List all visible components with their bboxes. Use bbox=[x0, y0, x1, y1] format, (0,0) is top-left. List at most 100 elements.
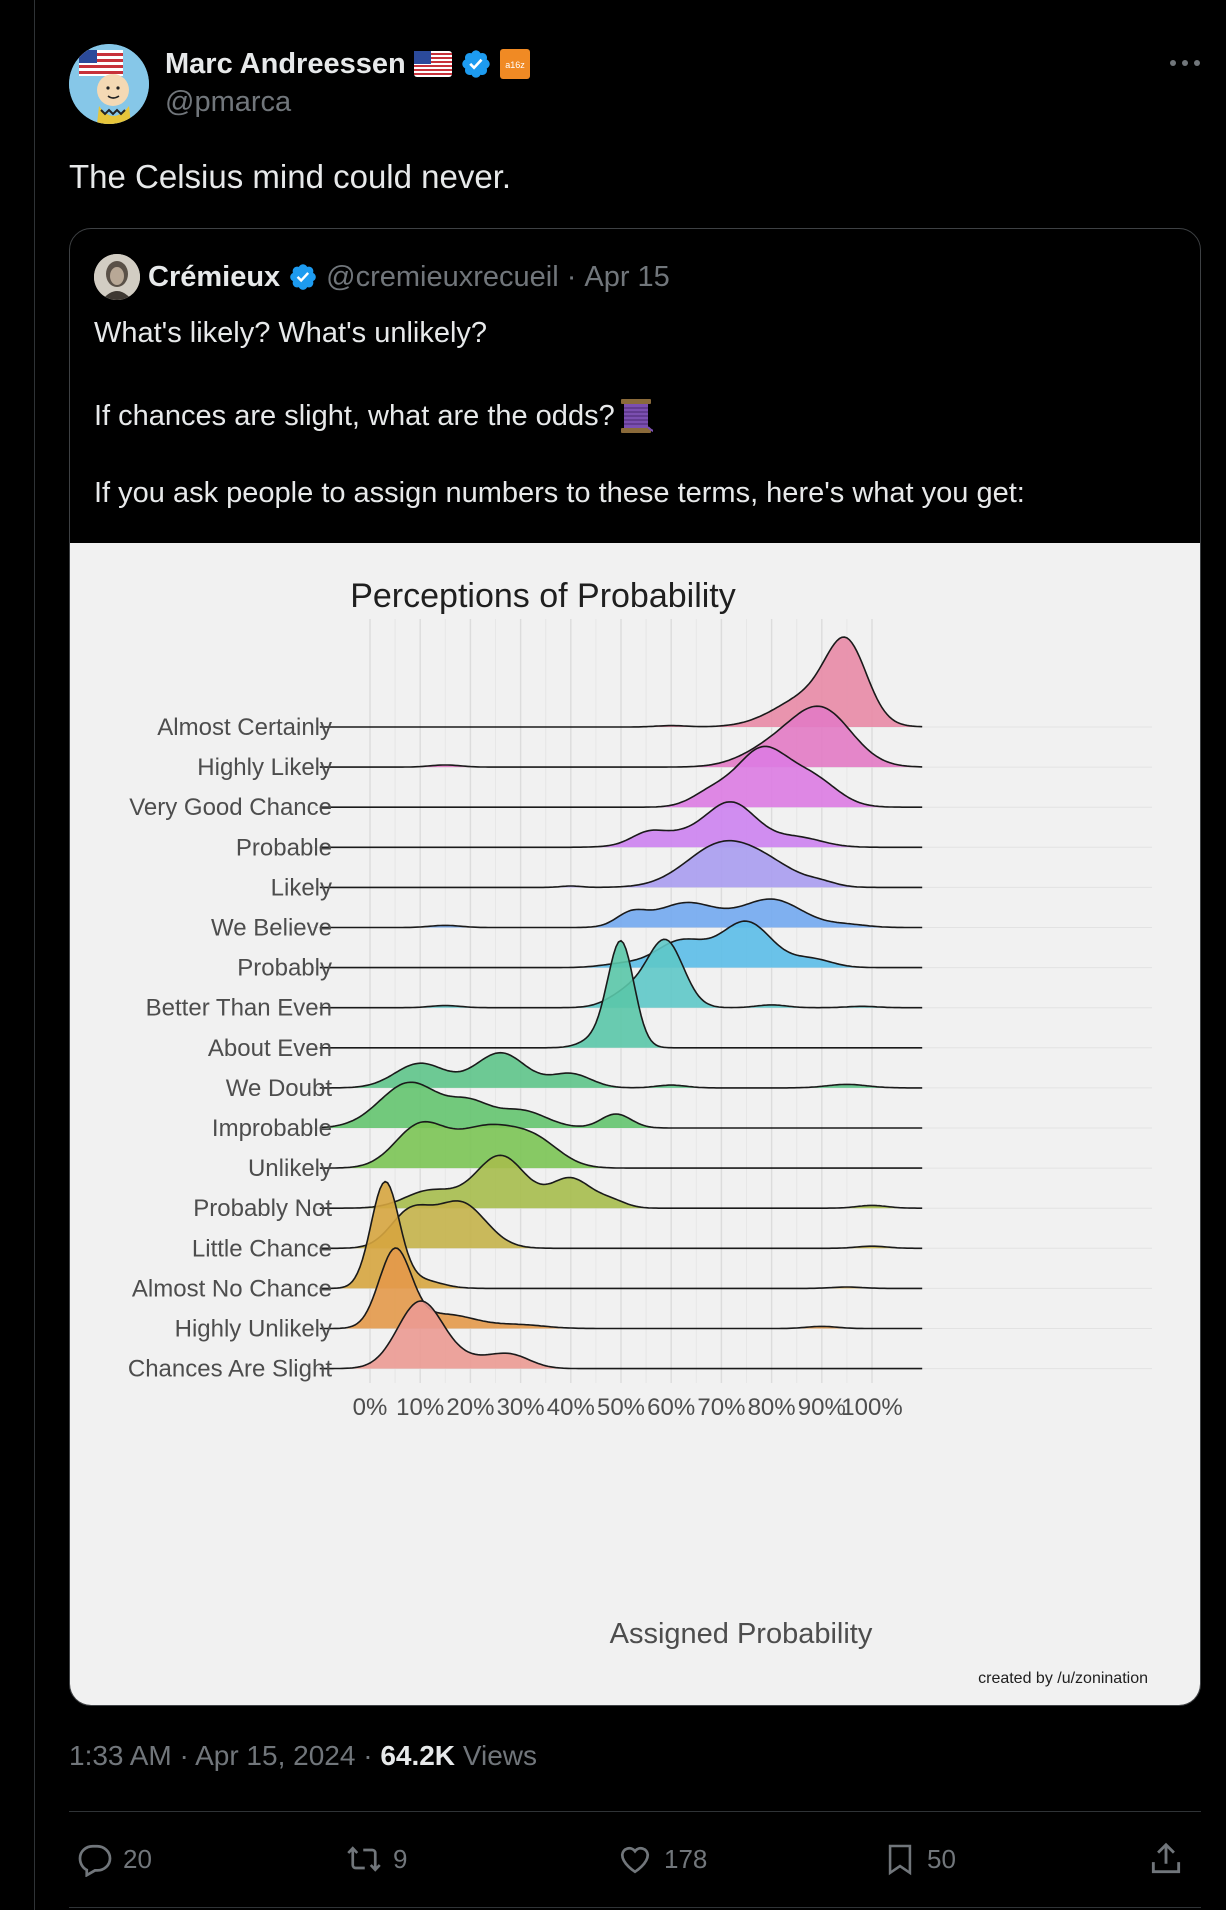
x-tick-label: 60% bbox=[647, 1394, 695, 1421]
x-tick-label: 100% bbox=[841, 1394, 902, 1421]
chart-image[interactable]: Almost Certainly Highly Likely Very Good C… bbox=[70, 543, 1200, 1705]
x-tick-label: 30% bbox=[497, 1394, 545, 1421]
ridge-area bbox=[319, 1248, 923, 1329]
repost-icon bbox=[347, 1846, 381, 1872]
y-axis-label: Chances Are Slight bbox=[128, 1356, 332, 1383]
divider-top bbox=[69, 1811, 1201, 1812]
ridge-outline bbox=[319, 1120, 923, 1169]
quoted-text-line-3: If you ask people to assign numbers to t… bbox=[94, 477, 1025, 509]
timeline-border bbox=[34, 0, 35, 1910]
ridge-area bbox=[319, 746, 923, 808]
more-options-icon[interactable] bbox=[1165, 48, 1205, 78]
ridge-area bbox=[319, 801, 923, 848]
ridge-outline bbox=[319, 898, 923, 929]
quoted-avatar-portrait bbox=[94, 254, 140, 300]
chart-title: Perceptions of Probability bbox=[350, 577, 736, 615]
chart-grid bbox=[310, 619, 1152, 1383]
quoted-author-avatar[interactable] bbox=[94, 254, 140, 300]
bookmark-count: 50 bbox=[927, 1843, 956, 1874]
ridge-area bbox=[319, 1121, 923, 1169]
x-tick-label: 40% bbox=[547, 1394, 595, 1421]
ridge-outline bbox=[319, 1300, 923, 1370]
chart-x-axis-label: Assigned Probability bbox=[610, 1618, 873, 1650]
a16z-badge-icon[interactable]: a16z bbox=[499, 49, 530, 79]
quoted-tweet[interactable]: Crémieux @cremieuxrecueil · Apr 15 What'… bbox=[69, 228, 1201, 1706]
views-label: Views bbox=[462, 1740, 537, 1771]
us-flag-icon bbox=[413, 51, 452, 77]
divider-bottom bbox=[69, 1907, 1201, 1908]
x-tick-label: 90% bbox=[798, 1394, 846, 1421]
svg-text:a16z: a16z bbox=[505, 60, 525, 70]
ridge-outline bbox=[319, 839, 923, 889]
chart-y-labels: Almost Certainly Highly Likely Very Good C… bbox=[128, 714, 332, 1383]
author-handle[interactable]: @pmarca bbox=[165, 86, 292, 118]
ridge-outline bbox=[319, 636, 923, 728]
ridge-area bbox=[319, 1301, 923, 1369]
ridge-area bbox=[319, 921, 923, 968]
ridge-outline bbox=[319, 705, 923, 768]
ridge-area bbox=[319, 840, 923, 888]
bookmark-button[interactable]: 50 bbox=[883, 1832, 956, 1886]
y-axis-label: Likely bbox=[271, 874, 332, 901]
quoted-text-line-1: What's likely? What's unlikely? bbox=[94, 317, 488, 349]
author-avatar[interactable] bbox=[69, 44, 149, 124]
x-tick-label: 70% bbox=[697, 1394, 745, 1421]
y-axis-label: We Believe bbox=[211, 915, 332, 942]
bookmark-icon bbox=[888, 1844, 912, 1876]
quoted-author-handle[interactable]: @cremieuxrecueil bbox=[326, 260, 559, 293]
y-axis-label: Probably bbox=[237, 955, 332, 982]
share-icon bbox=[1151, 1842, 1181, 1874]
ridge-outline bbox=[319, 1154, 923, 1209]
quoted-text-line-2-row: If chances are slight, what are the odds… bbox=[94, 397, 653, 435]
y-axis-label: Unlikely bbox=[248, 1155, 332, 1182]
y-axis-label: Highly Likely bbox=[197, 754, 332, 781]
author-name-row: Marc Andreessen a16z bbox=[165, 46, 530, 82]
ridge-outline bbox=[319, 1051, 923, 1089]
tweet-actions: 20 9 178 50 bbox=[69, 1832, 1201, 1886]
ridge-area bbox=[319, 1200, 923, 1249]
quoted-date[interactable]: Apr 15 bbox=[584, 260, 670, 293]
chart-x-ticks: 0% 10% 20% 30% 40% 50% 60% 70% 80% 90%100% bbox=[353, 1394, 903, 1421]
ridge-area bbox=[319, 1155, 923, 1209]
author-name[interactable]: Marc Andreessen bbox=[165, 47, 406, 80]
verified-badge-icon[interactable] bbox=[460, 48, 492, 80]
y-axis-label: Highly Unlikely bbox=[175, 1316, 332, 1343]
ridge-area bbox=[319, 1082, 923, 1128]
reply-count: 20 bbox=[123, 1843, 152, 1874]
x-tick-label: 10% bbox=[396, 1394, 444, 1421]
like-count: 178 bbox=[664, 1843, 708, 1874]
tweet-meta: 1:33 AM · Apr 15, 2024 · 64.2K Views bbox=[69, 1740, 537, 1772]
x-tick-label: 20% bbox=[446, 1394, 494, 1421]
reply-button[interactable]: 20 bbox=[77, 1832, 152, 1886]
chart-ridges bbox=[319, 636, 923, 1370]
views-count: 64.2K bbox=[380, 1740, 456, 1771]
share-button[interactable] bbox=[1147, 1832, 1185, 1886]
y-axis-label: Very Good Chance bbox=[129, 794, 332, 821]
y-axis-label: Better Than Even bbox=[146, 995, 332, 1022]
x-tick-label: 80% bbox=[748, 1394, 796, 1421]
tweet-text: The Celsius mind could never. bbox=[69, 158, 512, 195]
y-axis-label: Little Chance bbox=[192, 1235, 332, 1262]
y-axis-label: We Doubt bbox=[226, 1075, 333, 1102]
repost-button[interactable]: 9 bbox=[345, 1832, 407, 1886]
ridge-area bbox=[319, 899, 923, 928]
ridge-outline bbox=[319, 1081, 923, 1129]
y-axis-label: Probably Not bbox=[193, 1195, 332, 1222]
y-axis-label: Almost Certainly bbox=[157, 714, 332, 741]
thread-spool-emoji-icon bbox=[620, 399, 653, 433]
quoted-author-name[interactable]: Crémieux bbox=[148, 260, 281, 293]
quoted-meta-separator: · bbox=[566, 260, 577, 293]
y-axis-label: Probable bbox=[236, 834, 332, 861]
like-button[interactable]: 178 bbox=[616, 1832, 707, 1886]
x-tick-label: 0% bbox=[353, 1394, 388, 1421]
ridge-area bbox=[319, 1052, 923, 1088]
quoted-verified-badge-icon[interactable] bbox=[288, 262, 318, 292]
ridge-area bbox=[319, 637, 923, 727]
tweet: Marc Andreessen a16z @pmarca The Celsius… bbox=[69, 0, 1201, 1910]
heart-icon bbox=[620, 1846, 650, 1874]
repost-count: 9 bbox=[393, 1843, 408, 1874]
ridge-outline bbox=[319, 801, 923, 849]
tweet-timestamp[interactable]: 1:33 AM · Apr 15, 2024 bbox=[69, 1740, 356, 1771]
ridgeline-chart: Almost Certainly Highly Likely Very Good C… bbox=[128, 577, 1152, 1687]
ridge-outline bbox=[319, 1200, 923, 1250]
